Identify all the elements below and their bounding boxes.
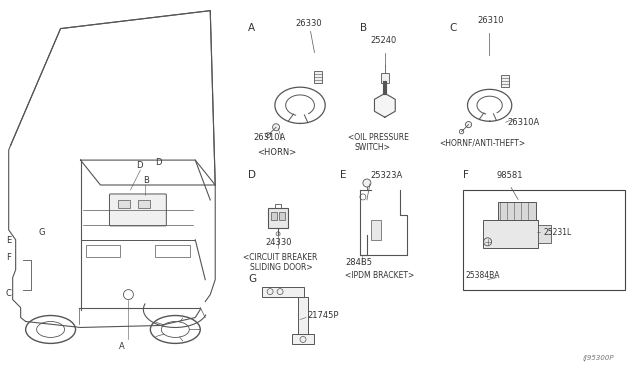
Text: <HORNF/ANTI-THEFT>: <HORNF/ANTI-THEFT> (440, 138, 526, 147)
Text: 21745P: 21745P (307, 311, 339, 320)
Text: 25384BA: 25384BA (466, 271, 500, 280)
Text: 26310: 26310 (477, 16, 504, 25)
Ellipse shape (26, 315, 76, 343)
Text: C: C (6, 289, 12, 298)
Bar (371, 220, 381, 240)
Bar (314, 71, 322, 83)
Text: B: B (143, 176, 149, 185)
Text: <IPDM BRACKET>: <IPDM BRACKET> (345, 271, 414, 280)
Text: 26310A: 26310A (508, 118, 540, 127)
Text: B: B (360, 23, 367, 33)
Bar (262, 286, 304, 296)
Text: 24330: 24330 (265, 238, 292, 247)
Bar (292, 334, 314, 344)
Text: <HORN>: <HORN> (257, 148, 297, 157)
Bar (381, 73, 389, 83)
Text: E: E (340, 170, 346, 180)
Text: 25231L: 25231L (543, 228, 572, 237)
Text: A: A (248, 23, 255, 33)
Text: 26310A: 26310A (253, 133, 285, 142)
Text: SWITCH>: SWITCH> (355, 143, 391, 152)
Text: F: F (463, 170, 468, 180)
Text: F: F (6, 253, 10, 262)
FancyBboxPatch shape (109, 194, 166, 226)
Bar (86, 245, 120, 257)
Bar (156, 245, 190, 257)
Bar (298, 296, 308, 334)
Bar (498, 202, 536, 220)
Bar (483, 220, 538, 248)
Text: 26330: 26330 (295, 19, 322, 28)
Text: 25323A: 25323A (370, 171, 402, 180)
Text: 98581: 98581 (497, 171, 523, 180)
Circle shape (363, 179, 371, 187)
Bar (279, 212, 285, 220)
Text: D: D (136, 161, 143, 170)
Bar (138, 200, 150, 208)
Circle shape (465, 122, 472, 128)
Text: SLIDING DOOR>: SLIDING DOOR> (250, 263, 313, 272)
Bar (268, 208, 288, 228)
Text: 25240: 25240 (370, 36, 396, 45)
Text: (J95300P: (J95300P (583, 355, 614, 361)
Text: G: G (248, 274, 256, 283)
Text: 284B5: 284B5 (345, 258, 372, 267)
Text: C: C (450, 23, 457, 33)
Circle shape (273, 124, 280, 131)
Text: <OIL PRESSURE: <OIL PRESSURE (348, 133, 409, 142)
Text: E: E (6, 236, 11, 245)
Bar (271, 212, 277, 220)
Text: D: D (156, 158, 162, 167)
Text: <CIRCUIT BREAKER: <CIRCUIT BREAKER (243, 253, 317, 262)
Bar (538, 225, 552, 243)
Ellipse shape (150, 315, 200, 343)
Bar (502, 75, 509, 87)
Bar (463, 190, 625, 290)
Bar (118, 200, 131, 208)
Text: G: G (38, 228, 45, 237)
Polygon shape (374, 93, 396, 117)
Text: D: D (248, 170, 256, 180)
Text: A: A (118, 342, 124, 352)
